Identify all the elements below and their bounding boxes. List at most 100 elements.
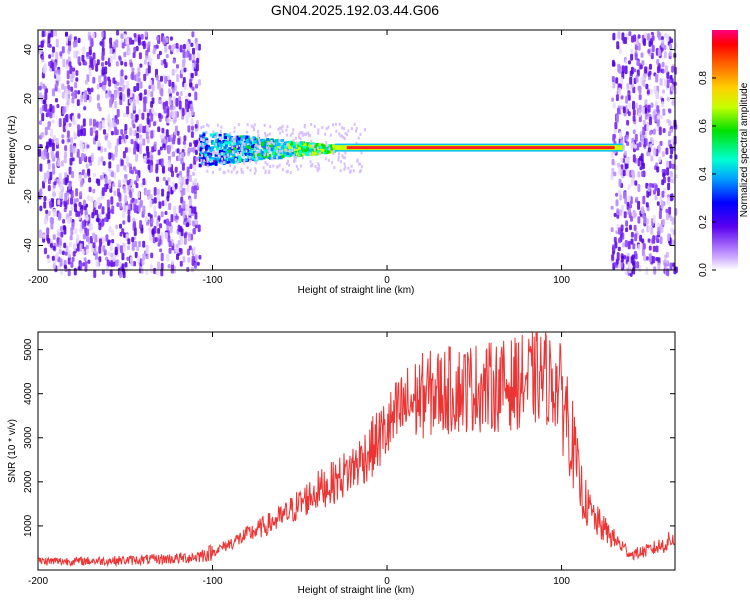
noise-cell [65, 113, 69, 123]
noise-cell [182, 43, 186, 50]
noise-cell [624, 150, 627, 156]
noise-cell [180, 66, 184, 75]
noise-cell [102, 85, 106, 91]
carrier-halo-cell [264, 161, 267, 164]
carrier-halo-cell [297, 167, 300, 171]
noise-cell [174, 166, 178, 173]
noise-cell [661, 68, 665, 74]
noise-cell [135, 45, 139, 52]
noise-cell [640, 52, 644, 58]
noise-cell [157, 126, 161, 133]
noise-cell [120, 159, 124, 166]
noise-cell [652, 245, 656, 252]
noise-cell [113, 190, 117, 196]
noise-cell [131, 67, 135, 73]
noise-cell [121, 252, 125, 261]
noise-cell [193, 185, 197, 194]
noise-cell [162, 176, 166, 182]
noise-cell [95, 259, 99, 268]
noise-cell [126, 105, 130, 115]
carrier-cell [265, 151, 269, 155]
noise-cell [139, 81, 143, 89]
noise-cell [192, 47, 195, 55]
carrier-halo-cell [337, 155, 340, 159]
noise-cell [632, 260, 636, 269]
noise-cell [171, 110, 175, 118]
noise-cell [61, 250, 65, 256]
noise-cell [661, 101, 665, 108]
noise-cell [149, 199, 153, 208]
carrier-cell [227, 138, 231, 142]
carrier-halo-cell [344, 165, 347, 169]
noise-cell [163, 219, 167, 224]
noise-cell [139, 63, 143, 68]
noise-cell [658, 210, 662, 220]
noise-cell [143, 96, 146, 105]
noise-cell [56, 150, 60, 159]
carrier-cell [212, 141, 216, 145]
noise-cell [76, 243, 80, 252]
noise-cell [176, 64, 179, 69]
carrier-halo-cell [294, 136, 297, 140]
noise-cell [620, 164, 624, 171]
carrier-cell [301, 149, 305, 153]
noise-cell [194, 211, 198, 220]
carrier-halo-cell [356, 159, 359, 163]
noise-cell [127, 183, 131, 191]
noise-cell [164, 45, 168, 53]
noise-cell [172, 151, 176, 157]
noise-cell [91, 32, 95, 40]
noise-cell [122, 150, 126, 159]
carrier-halo-cell [226, 153, 229, 157]
noise-cell [136, 246, 140, 252]
noise-cell [110, 252, 114, 258]
noise-cell [652, 128, 656, 135]
noise-cell [115, 224, 119, 230]
carrier-cell [219, 159, 223, 163]
noise-cell [182, 49, 186, 59]
noise-cell [641, 248, 645, 257]
carrier-cell [228, 158, 232, 162]
noise-cell [663, 78, 667, 87]
carrier-cell [204, 151, 208, 155]
carrier-halo-cell [214, 135, 217, 139]
noise-cell [625, 220, 629, 227]
noise-cell [145, 124, 149, 133]
noise-cell [52, 113, 56, 118]
noise-cell [67, 249, 71, 258]
carrier-halo-cell [331, 161, 334, 165]
noise-cell [54, 68, 58, 76]
noise-cell [92, 76, 96, 84]
carrier-halo-cell [263, 123, 266, 127]
noise-cell [636, 60, 640, 66]
noise-cell [660, 36, 664, 41]
carrier-cell [319, 149, 323, 153]
noise-cell [640, 153, 644, 162]
noise-cell [98, 106, 102, 112]
noise-cell [198, 79, 201, 86]
carrier-halo-cell [232, 167, 235, 171]
noise-cell [634, 102, 638, 109]
noise-cell [168, 79, 172, 87]
noise-cell [109, 55, 113, 64]
noise-cell [116, 30, 119, 36]
noise-cell [668, 120, 672, 127]
noise-cell [77, 37, 81, 44]
noise-cell [624, 59, 628, 64]
noise-cell [613, 212, 617, 217]
noise-cell [86, 235, 89, 243]
noise-cell [64, 145, 68, 152]
noise-cell [120, 60, 124, 66]
noise-cell [640, 207, 644, 215]
noise-cell [123, 243, 127, 252]
carrier-cell [238, 160, 241, 163]
noise-cell [651, 35, 655, 41]
noise-cell [79, 208, 83, 214]
carrier-halo-cell [223, 171, 226, 175]
carrier-line-core [346, 146, 615, 150]
noise-cell [645, 256, 649, 261]
noise-cell [87, 169, 91, 175]
noise-cell [167, 235, 171, 243]
noise-cell [671, 163, 675, 170]
